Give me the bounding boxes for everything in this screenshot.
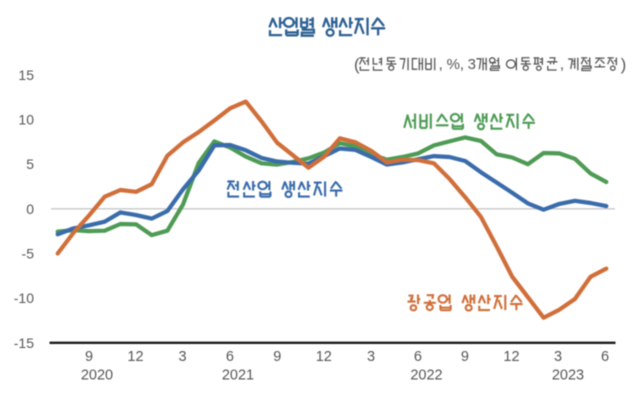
svg-text:2020: 2020 — [81, 368, 113, 384]
svg-text:0: 0 — [26, 201, 34, 217]
svg-text:12: 12 — [316, 349, 332, 365]
svg-text:3: 3 — [554, 349, 562, 365]
svg-text:3: 3 — [367, 349, 375, 365]
svg-text:12: 12 — [503, 349, 519, 365]
svg-text:,: , — [560, 56, 564, 73]
svg-text:%,: %, — [447, 56, 465, 73]
svg-text:-15: -15 — [14, 335, 34, 351]
svg-text:15: 15 — [18, 67, 34, 83]
svg-text:2023: 2023 — [552, 368, 584, 384]
svg-text:,: , — [439, 56, 443, 73]
svg-text:3: 3 — [468, 56, 476, 73]
svg-text:6: 6 — [601, 349, 609, 365]
svg-text:9: 9 — [85, 349, 93, 365]
svg-text:6: 6 — [414, 349, 422, 365]
svg-text:): ) — [621, 56, 627, 74]
svg-text:(: ( — [354, 56, 360, 74]
svg-text:10: 10 — [18, 112, 34, 128]
svg-text:2022: 2022 — [410, 368, 442, 384]
svg-text:5: 5 — [26, 156, 34, 172]
svg-text:9: 9 — [273, 349, 281, 365]
svg-text:12: 12 — [127, 349, 143, 365]
svg-text:3: 3 — [178, 349, 186, 365]
svg-text:-5: -5 — [22, 246, 35, 262]
svg-text:6: 6 — [226, 349, 234, 365]
svg-text:9: 9 — [461, 349, 469, 365]
svg-text:2021: 2021 — [222, 368, 254, 384]
svg-text:-10: -10 — [14, 290, 34, 306]
